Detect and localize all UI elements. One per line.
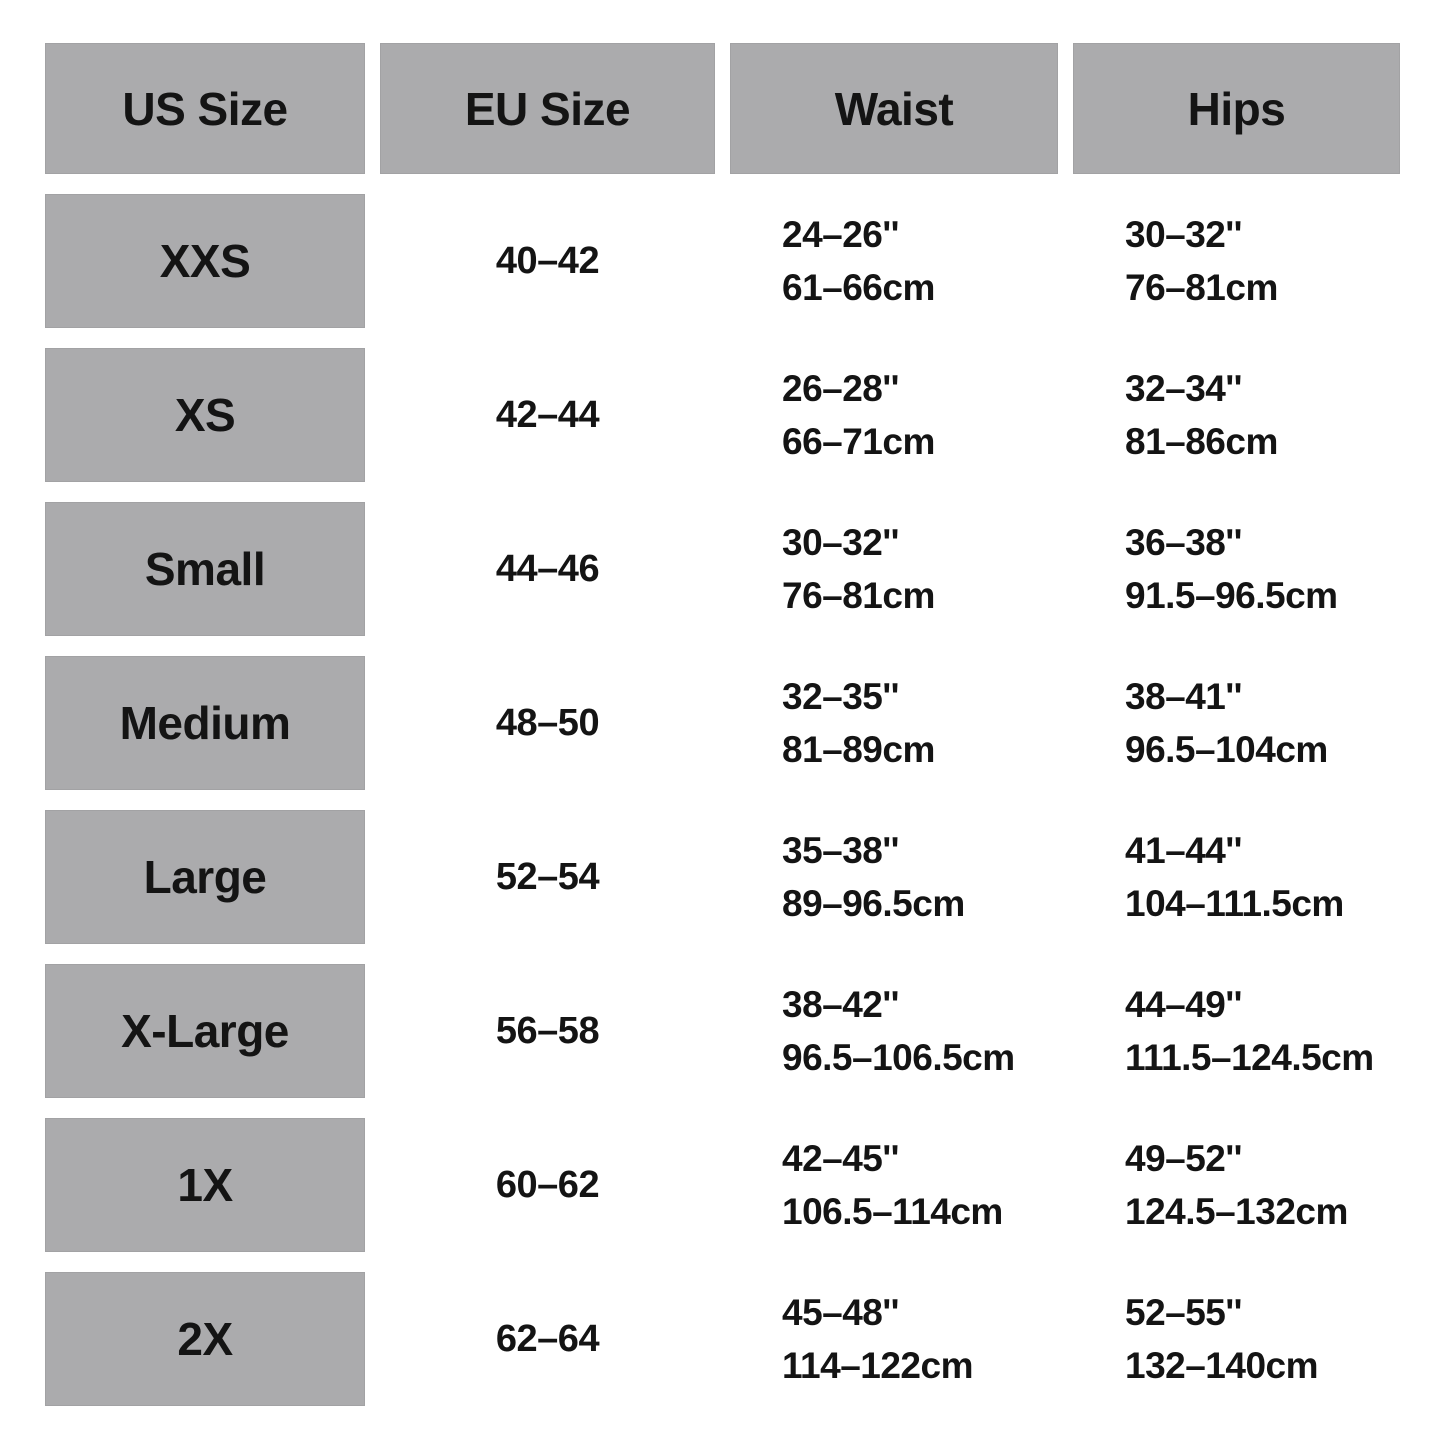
hips-cell: 30–32'' 76–81cm: [1073, 194, 1400, 328]
hips-cm: 81–86cm: [1125, 421, 1278, 462]
hips-cm: 111.5–124.5cm: [1125, 1037, 1374, 1078]
hips-cell: 41–44'' 104–111.5cm: [1073, 810, 1400, 944]
eu-size-cell: 56–58: [495, 1009, 600, 1052]
header-hips: Hips: [1073, 43, 1400, 174]
waist-inches: 26–28'': [782, 368, 900, 409]
us-size-cell: XXS: [45, 194, 365, 328]
waist-cm: 114–122cm: [782, 1345, 973, 1386]
waist-inches: 24–26'': [782, 214, 900, 255]
eu-size-cell: 62–64: [495, 1317, 600, 1360]
waist-inches: 38–42'': [782, 984, 900, 1025]
waist-cell: 32–35'' 81–89cm: [730, 656, 1058, 790]
waist-cm: 89–96.5cm: [782, 883, 965, 924]
us-size-cell: Medium: [45, 656, 365, 790]
waist-cell: 45–48'' 114–122cm: [730, 1272, 1058, 1406]
eu-size-cell: 52–54: [495, 855, 600, 898]
hips-cell: 32–34'' 81–86cm: [1073, 348, 1400, 482]
us-size-cell: 1X: [45, 1118, 365, 1252]
eu-size-cell: 44–46: [495, 547, 600, 590]
waist-inches: 45–48'': [782, 1292, 900, 1333]
header-us-size: US Size: [45, 43, 365, 174]
hips-cell: 38–41'' 96.5–104cm: [1073, 656, 1400, 790]
waist-inches: 30–32'': [782, 522, 900, 563]
hips-inches: 38–41'': [1125, 676, 1243, 717]
waist-cm: 81–89cm: [782, 729, 935, 770]
hips-inches: 41–44'': [1125, 830, 1243, 871]
waist-cell: 26–28'' 66–71cm: [730, 348, 1058, 482]
hips-inches: 36–38'': [1125, 522, 1243, 563]
waist-cm: 76–81cm: [782, 575, 935, 616]
hips-cell: 36–38'' 91.5–96.5cm: [1073, 502, 1400, 636]
waist-inches: 42–45'': [782, 1138, 900, 1179]
waist-cm: 106.5–114cm: [782, 1191, 1003, 1232]
us-size-cell: XS: [45, 348, 365, 482]
hips-cm: 124.5–132cm: [1125, 1191, 1348, 1232]
hips-cell: 52–55'' 132–140cm: [1073, 1272, 1400, 1406]
hips-inches: 52–55'': [1125, 1292, 1243, 1333]
hips-cm: 76–81cm: [1125, 267, 1278, 308]
hips-inches: 32–34'': [1125, 368, 1243, 409]
us-size-cell: X-Large: [45, 964, 365, 1098]
hips-cm: 132–140cm: [1125, 1345, 1319, 1386]
waist-cell: 30–32'' 76–81cm: [730, 502, 1058, 636]
us-size-cell: Large: [45, 810, 365, 944]
waist-cell: 24–26'' 61–66cm: [730, 194, 1058, 328]
hips-cell: 44–49'' 111.5–124.5cm: [1073, 964, 1400, 1098]
header-eu-size: EU Size: [380, 43, 715, 174]
us-size-cell: Small: [45, 502, 365, 636]
hips-cm: 96.5–104cm: [1125, 729, 1328, 770]
waist-cell: 42–45'' 106.5–114cm: [730, 1118, 1058, 1252]
hips-inches: 44–49'': [1125, 984, 1243, 1025]
waist-inches: 32–35'': [782, 676, 900, 717]
eu-size-cell: 60–62: [495, 1163, 600, 1206]
hips-inches: 49–52'': [1125, 1138, 1243, 1179]
eu-size-cell: 40–42: [495, 239, 600, 282]
header-waist: Waist: [730, 43, 1058, 174]
eu-size-cell: 48–50: [495, 701, 600, 744]
hips-cm: 104–111.5cm: [1125, 883, 1344, 924]
hips-cell: 49–52'' 124.5–132cm: [1073, 1118, 1400, 1252]
waist-cell: 38–42'' 96.5–106.5cm: [730, 964, 1058, 1098]
eu-size-cell: 42–44: [495, 393, 600, 436]
hips-cm: 91.5–96.5cm: [1125, 575, 1338, 616]
waist-cm: 66–71cm: [782, 421, 935, 462]
hips-inches: 30–32'': [1125, 214, 1243, 255]
waist-cm: 96.5–106.5cm: [782, 1037, 1015, 1078]
waist-cell: 35–38'' 89–96.5cm: [730, 810, 1058, 944]
waist-cm: 61–66cm: [782, 267, 935, 308]
us-size-cell: 2X: [45, 1272, 365, 1406]
size-chart-table: US Size EU Size Waist Hips XXS 40–42 24–…: [45, 43, 1400, 1406]
waist-inches: 35–38'': [782, 830, 900, 871]
